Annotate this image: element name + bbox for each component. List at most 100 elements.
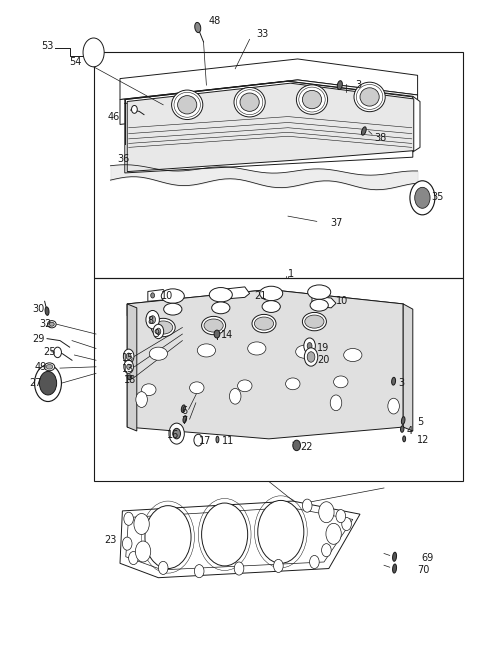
Text: 17: 17 <box>199 436 212 447</box>
Circle shape <box>153 324 164 339</box>
Text: 33: 33 <box>257 29 269 39</box>
Ellipse shape <box>401 417 405 424</box>
Polygon shape <box>127 83 414 172</box>
Ellipse shape <box>334 376 348 388</box>
Ellipse shape <box>403 436 406 441</box>
Ellipse shape <box>44 363 55 371</box>
Ellipse shape <box>248 342 266 355</box>
Circle shape <box>330 395 342 411</box>
Circle shape <box>83 38 104 67</box>
Text: 19: 19 <box>317 343 329 354</box>
Circle shape <box>415 187 430 208</box>
Ellipse shape <box>360 88 379 106</box>
Text: 38: 38 <box>374 132 387 143</box>
Ellipse shape <box>393 552 396 561</box>
Ellipse shape <box>197 344 216 357</box>
Text: 3: 3 <box>355 80 361 90</box>
Ellipse shape <box>393 564 396 573</box>
Ellipse shape <box>151 293 155 298</box>
Circle shape <box>307 352 315 362</box>
Ellipse shape <box>302 312 326 331</box>
Ellipse shape <box>354 83 385 111</box>
Circle shape <box>214 330 220 338</box>
Text: 35: 35 <box>431 191 444 202</box>
Ellipse shape <box>48 321 56 328</box>
Ellipse shape <box>149 347 168 360</box>
Ellipse shape <box>204 319 223 332</box>
Ellipse shape <box>183 416 187 422</box>
Polygon shape <box>120 80 418 124</box>
Circle shape <box>326 523 341 544</box>
Text: 5: 5 <box>418 417 424 428</box>
Ellipse shape <box>49 322 54 326</box>
Circle shape <box>388 398 399 414</box>
Ellipse shape <box>154 321 173 334</box>
Polygon shape <box>125 81 413 173</box>
Text: 1: 1 <box>288 269 294 279</box>
Circle shape <box>310 555 319 569</box>
Circle shape <box>156 328 161 335</box>
Text: 11: 11 <box>222 436 234 447</box>
Ellipse shape <box>178 96 197 114</box>
Text: 8: 8 <box>148 316 154 326</box>
Text: 32: 32 <box>39 319 52 329</box>
Text: 3: 3 <box>398 378 405 388</box>
Text: 46: 46 <box>108 111 120 122</box>
Circle shape <box>302 499 312 512</box>
Circle shape <box>54 347 61 358</box>
Circle shape <box>274 559 283 572</box>
Polygon shape <box>120 501 360 578</box>
Ellipse shape <box>181 405 185 413</box>
Circle shape <box>132 105 137 113</box>
Text: 18: 18 <box>124 375 136 385</box>
Circle shape <box>129 552 138 565</box>
Circle shape <box>342 517 351 531</box>
Text: 37: 37 <box>330 217 343 228</box>
Text: 36: 36 <box>118 153 130 164</box>
Ellipse shape <box>254 317 274 330</box>
Circle shape <box>202 503 248 566</box>
Circle shape <box>134 514 149 534</box>
Ellipse shape <box>45 307 49 315</box>
Polygon shape <box>127 290 403 316</box>
Polygon shape <box>127 304 137 431</box>
Text: 54: 54 <box>70 57 82 67</box>
Circle shape <box>229 388 241 404</box>
Ellipse shape <box>161 289 184 303</box>
Ellipse shape <box>344 348 362 362</box>
Text: 10: 10 <box>336 296 348 307</box>
Circle shape <box>124 360 133 373</box>
Circle shape <box>122 537 132 550</box>
Text: 21: 21 <box>254 291 267 301</box>
Text: 25: 25 <box>43 346 56 357</box>
Ellipse shape <box>172 90 203 119</box>
Polygon shape <box>312 296 336 308</box>
Ellipse shape <box>252 314 276 333</box>
Circle shape <box>258 500 304 563</box>
Circle shape <box>136 392 147 407</box>
Polygon shape <box>120 59 418 100</box>
Circle shape <box>35 365 61 402</box>
Text: 7: 7 <box>181 415 188 426</box>
Circle shape <box>307 343 312 349</box>
Ellipse shape <box>392 377 396 385</box>
Circle shape <box>234 562 244 575</box>
Ellipse shape <box>337 81 342 90</box>
Ellipse shape <box>216 436 219 443</box>
Text: 9: 9 <box>154 329 160 339</box>
Text: 30: 30 <box>33 304 45 314</box>
Circle shape <box>304 338 315 354</box>
Text: 6: 6 <box>181 405 188 416</box>
Ellipse shape <box>400 426 404 432</box>
Ellipse shape <box>164 303 182 315</box>
Circle shape <box>410 181 435 215</box>
Ellipse shape <box>286 378 300 390</box>
Circle shape <box>304 348 318 366</box>
Circle shape <box>150 316 156 324</box>
Circle shape <box>124 512 133 525</box>
Ellipse shape <box>310 299 328 311</box>
Circle shape <box>293 440 300 451</box>
Ellipse shape <box>142 384 156 396</box>
Text: 20: 20 <box>317 355 329 365</box>
Ellipse shape <box>46 364 53 369</box>
